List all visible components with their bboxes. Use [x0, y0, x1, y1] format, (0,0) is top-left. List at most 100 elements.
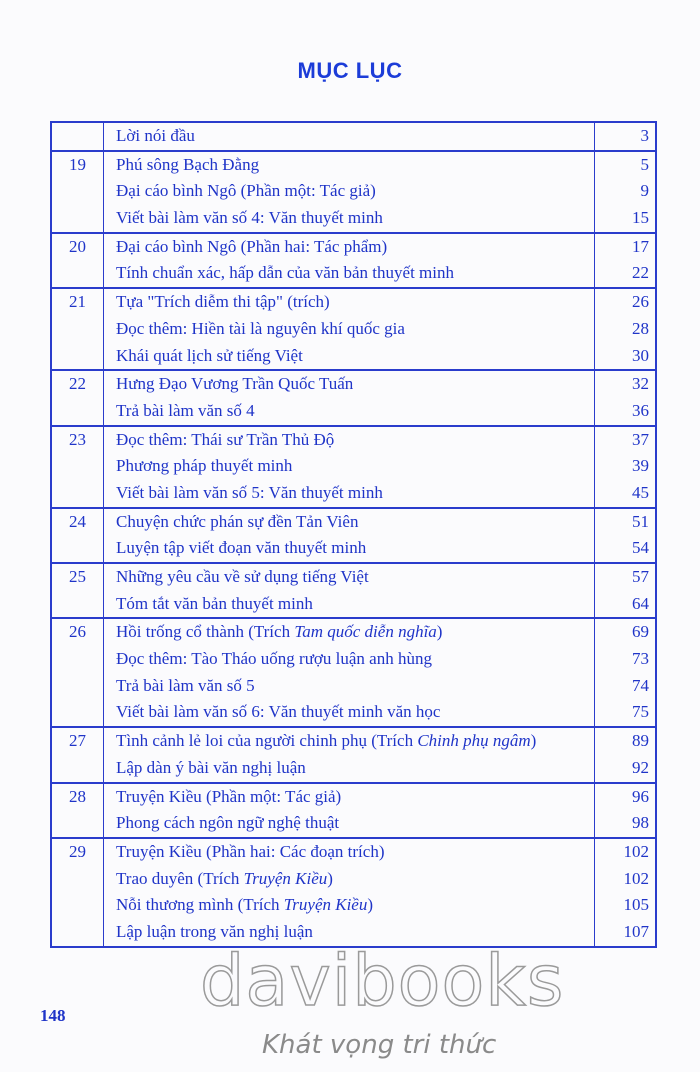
lesson-group: 24 Chuyện chức phán sự đền Tản Viên 51 Luyệ… — [52, 506, 655, 562]
entry-title-text: Phong cách ngôn ngữ nghệ thuật — [116, 813, 340, 833]
entry-title: Viết bài làm văn số 5: Văn thuyết minh — [104, 480, 594, 507]
page-title: MỤC LỤC — [297, 58, 403, 83]
entry-title: Phương pháp thuyết minh — [104, 453, 594, 480]
entry-title: Tựa "Trích diễm thi tập" (trích) — [104, 289, 594, 316]
entry-title-text: Những yêu cầu về sử dụng tiếng Việt — [116, 567, 369, 586]
entry-title: Phong cách ngôn ngữ nghệ thuật — [104, 810, 594, 837]
lesson-items: Tình cảnh lẻ loi của người chinh phụ (Tr… — [104, 728, 655, 782]
entry-title-italic: Truyện Kiều — [283, 895, 368, 915]
toc-entry: Đại cáo bình Ngô (Phần một: Tác giả) 9 — [104, 178, 655, 206]
lesson-items: Tựa "Trích diễm thi tập" (trích) 26 Đọc th… — [104, 289, 655, 370]
entry-title-text: Truyện Kiều (Phần một: Tác giả) — [116, 786, 342, 806]
entry-page: 96 — [594, 783, 655, 811]
toc-entry: Khái quát lịch sử tiếng Việt 30 — [104, 342, 655, 370]
toc-entry: Những yêu cầu về sử dụng tiếng Việt 57 — [104, 564, 655, 591]
lesson-number: 29 — [52, 838, 104, 946]
entry-page: 107 — [594, 918, 655, 946]
lesson-group: 21 Tựa "Trích diễm thi tập" (trích) 26 Đọc … — [52, 287, 655, 370]
entry-title-after: ) — [327, 868, 333, 888]
entry-page: 30 — [594, 342, 655, 370]
lesson-group: 22 Hưng Đạo Vương Trần Quốc Tuấn 32 Trả bài… — [52, 369, 655, 425]
lesson-items: Đọc thêm: Thái sư Trần Thủ Độ 37 Phương ph… — [104, 426, 655, 507]
entry-title: Hưng Đạo Vương Trần Quốc Tuấn — [104, 371, 594, 398]
lesson-number: 25 — [52, 564, 104, 618]
entry-title: Nỗi thương mình (Trích Truyện Kiều) — [104, 892, 594, 919]
entry-page: 9 — [594, 178, 655, 206]
lesson-group: 23 Đọc thêm: Thái sư Trần Thủ Độ 37 Phương … — [52, 424, 655, 507]
entry-title-text: Phú sông Bạch Đằng — [116, 154, 260, 174]
lesson-items: Truyện Kiều (Phần hai: Các đoạn trích) 10… — [104, 838, 655, 946]
entry-title: Lập dàn ý bài văn nghị luận — [104, 755, 594, 782]
entry-page: 36 — [594, 397, 655, 425]
entry-page: 73 — [594, 646, 655, 673]
entry-page: 5 — [594, 151, 655, 179]
entry-title: Trao duyên (Trích Truyện Kiều) — [104, 866, 594, 893]
entry-title: Lập luận trong văn nghị luận — [104, 919, 594, 946]
entry-title: Viết bài làm văn số 4: Văn thuyết minh — [104, 205, 594, 232]
entry-page: 64 — [594, 590, 655, 618]
toc-entry: Tóm tắt văn bản thuyết minh 64 — [104, 590, 655, 618]
entry-title-after: ) — [530, 731, 537, 751]
entry-page: 69 — [594, 619, 655, 647]
lesson-group: 19 Phú sông Bạch Đằng 5 Đại cáo bình Ngô (P… — [52, 149, 655, 232]
entry-page: 32 — [594, 371, 655, 398]
toc-entry: Lập dàn ý bài văn nghị luận 92 — [104, 754, 655, 782]
entry-title-italic: Chinh phụ ngâm — [417, 731, 531, 751]
entry-title: Đọc thêm: Hiền tài là nguyên khí quốc gi… — [104, 316, 594, 343]
lesson-items: Đại cáo bình Ngô (Phần hai: Tác phẩm) 17 T… — [104, 233, 655, 288]
entry-title: Những yêu cầu về sử dụng tiếng Việt — [104, 564, 594, 591]
toc-entry: Đọc thêm: Hiền tài là nguyên khí quốc gi… — [104, 315, 655, 343]
toc-entry: Truyện Kiều (Phần một: Tác giả) 96 — [104, 783, 655, 811]
toc-entry: Nỗi thương mình (Trích Truyện Kiều) 105 — [104, 892, 655, 919]
lesson-items: Hưng Đạo Vương Trần Quốc Tuấn 32 Trả bài l… — [104, 371, 655, 425]
entry-title-text: Viết bài làm văn số 4: Văn thuyết minh — [116, 208, 383, 228]
lesson-number — [52, 123, 104, 150]
lesson-items: Hồi trống cổ thành (Trích Tam quốc diễn … — [104, 619, 655, 727]
entry-title: Tình cảnh lẻ loi của người chinh phụ (Tr… — [104, 728, 594, 755]
entry-title-text: Viết bài làm văn số 6: Văn thuyết minh v… — [116, 702, 441, 722]
entry-page: 51 — [594, 508, 655, 536]
toc-entry: Chuyện chức phán sự đền Tản Viên 51 — [104, 508, 655, 536]
entry-title-text: Hồi trống cổ thành (Trích — [116, 622, 295, 642]
entry-title-after: ) — [367, 895, 374, 915]
entry-page: 92 — [594, 754, 655, 782]
entry-title-text: Trả bài làm văn số 4 — [116, 400, 255, 420]
lesson-group: 20 Đại cáo bình Ngô (Phần hai: Tác phẩm) 1… — [52, 231, 655, 288]
lesson-items: Những yêu cầu về sử dụng tiếng Việt 57 Tóm… — [104, 564, 655, 618]
lesson-group: 28 Truyện Kiều (Phần một: Tác giả) 96 Phong… — [52, 781, 655, 837]
entry-page: 28 — [594, 315, 655, 343]
entry-page: 102 — [594, 865, 655, 893]
lesson-group: Lời nói đầu 3 — [52, 123, 655, 150]
entry-page: 45 — [594, 479, 655, 507]
toc-entry: Tình cảnh lẻ loi của người chinh phụ (Tr… — [104, 728, 655, 755]
toc-entry: Truyện Kiều (Phần hai: Các đoạn trích) 10… — [104, 838, 655, 866]
entry-title: Tóm tắt văn bản thuyết minh — [104, 591, 594, 618]
lesson-group: 25 Những yêu cầu về sử dụng tiếng Việt 57 T… — [52, 562, 655, 618]
entry-title-text: Khái quát lịch sử tiếng Việt — [116, 345, 303, 365]
toc-entry: Trao duyên (Trích Truyện Kiều) 102 — [104, 865, 655, 893]
entry-title-text: Phương pháp thuyết minh — [116, 456, 293, 476]
entry-page: 15 — [594, 205, 655, 232]
toc-entry: Luyện tập viết đoạn văn thuyết minh 54 — [104, 535, 655, 562]
entry-title-text: Truyện Kiều (Phần hai: Các đoạn trích) — [116, 841, 385, 861]
lesson-number: 27 — [52, 728, 104, 782]
lesson-group: 27 Tình cảnh lẻ loi của người chinh phụ (… — [52, 726, 655, 782]
toc-entry: Lập luận trong văn nghị luận 107 — [104, 918, 655, 946]
entry-title: Phú sông Bạch Đằng — [104, 152, 594, 179]
entry-page: 57 — [594, 564, 655, 591]
entry-title: Viết bài làm văn số 6: Văn thuyết minh v… — [104, 699, 594, 726]
entry-title: Truyện Kiều (Phần một: Tác giả) — [104, 784, 594, 811]
entry-title-text: Lập dàn ý bài văn nghị luận — [116, 757, 306, 777]
entry-page: 89 — [594, 728, 655, 755]
entry-title-text: Viết bài làm văn số 5: Văn thuyết minh — [116, 482, 383, 502]
entry-title: Đại cáo bình Ngô (Phần hai: Tác phẩm) — [104, 234, 594, 261]
entry-title-after: ) — [436, 622, 443, 642]
entry-title-text: Tình cảnh lẻ loi của người chinh phụ (Tr… — [116, 731, 418, 751]
entry-title: Tính chuẩn xác, hấp dẫn của văn bản thuy… — [104, 260, 594, 287]
toc-entry: Tựa "Trích diễm thi tập" (trích) 26 — [104, 289, 655, 316]
entry-title: Đọc thêm: Tào Tháo uống rượu luận anh hù… — [104, 646, 594, 673]
toc-entry: Hồi trống cổ thành (Trích Tam quốc diễn … — [104, 619, 655, 647]
toc-entry: Trả bài làm văn số 5 74 — [104, 672, 655, 700]
entry-title-text: Đại cáo bình Ngô (Phần hai: Tác phẩm) — [116, 236, 388, 256]
entry-title-text: Luyện tập viết đoạn văn thuyết minh — [116, 538, 367, 558]
